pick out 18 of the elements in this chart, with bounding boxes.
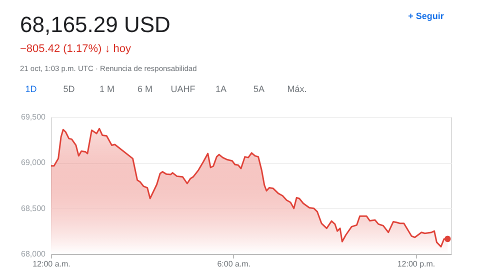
text: 5A [253, 84, 265, 94]
chart-title: 68,165.29 USD [20, 12, 170, 37]
text: 6 M [137, 84, 153, 94]
x-tick-label: 12:00 a.m. [32, 260, 70, 268]
chart-subtitle: −805.42 (1.17%) ↓ hoy [20, 43, 132, 55]
text: Máx. [287, 84, 307, 94]
text: UAHF [170, 84, 196, 94]
y-tick-label: 68,000 [21, 250, 46, 258]
y-tick-label: 68,500 [21, 204, 46, 213]
text: 1D [25, 84, 38, 94]
text: 1 M [99, 84, 115, 94]
y-tick-label: 69,000 [21, 158, 46, 168]
text: 5D [63, 84, 76, 94]
x-tick-label: 12:00 p.m. [397, 260, 436, 268]
x-tick-label: 6:00 a.m. [217, 260, 251, 268]
text: 1A [215, 84, 227, 94]
y-tick-label: 69,500 [21, 112, 46, 122]
text: + Seguir [408, 11, 444, 21]
